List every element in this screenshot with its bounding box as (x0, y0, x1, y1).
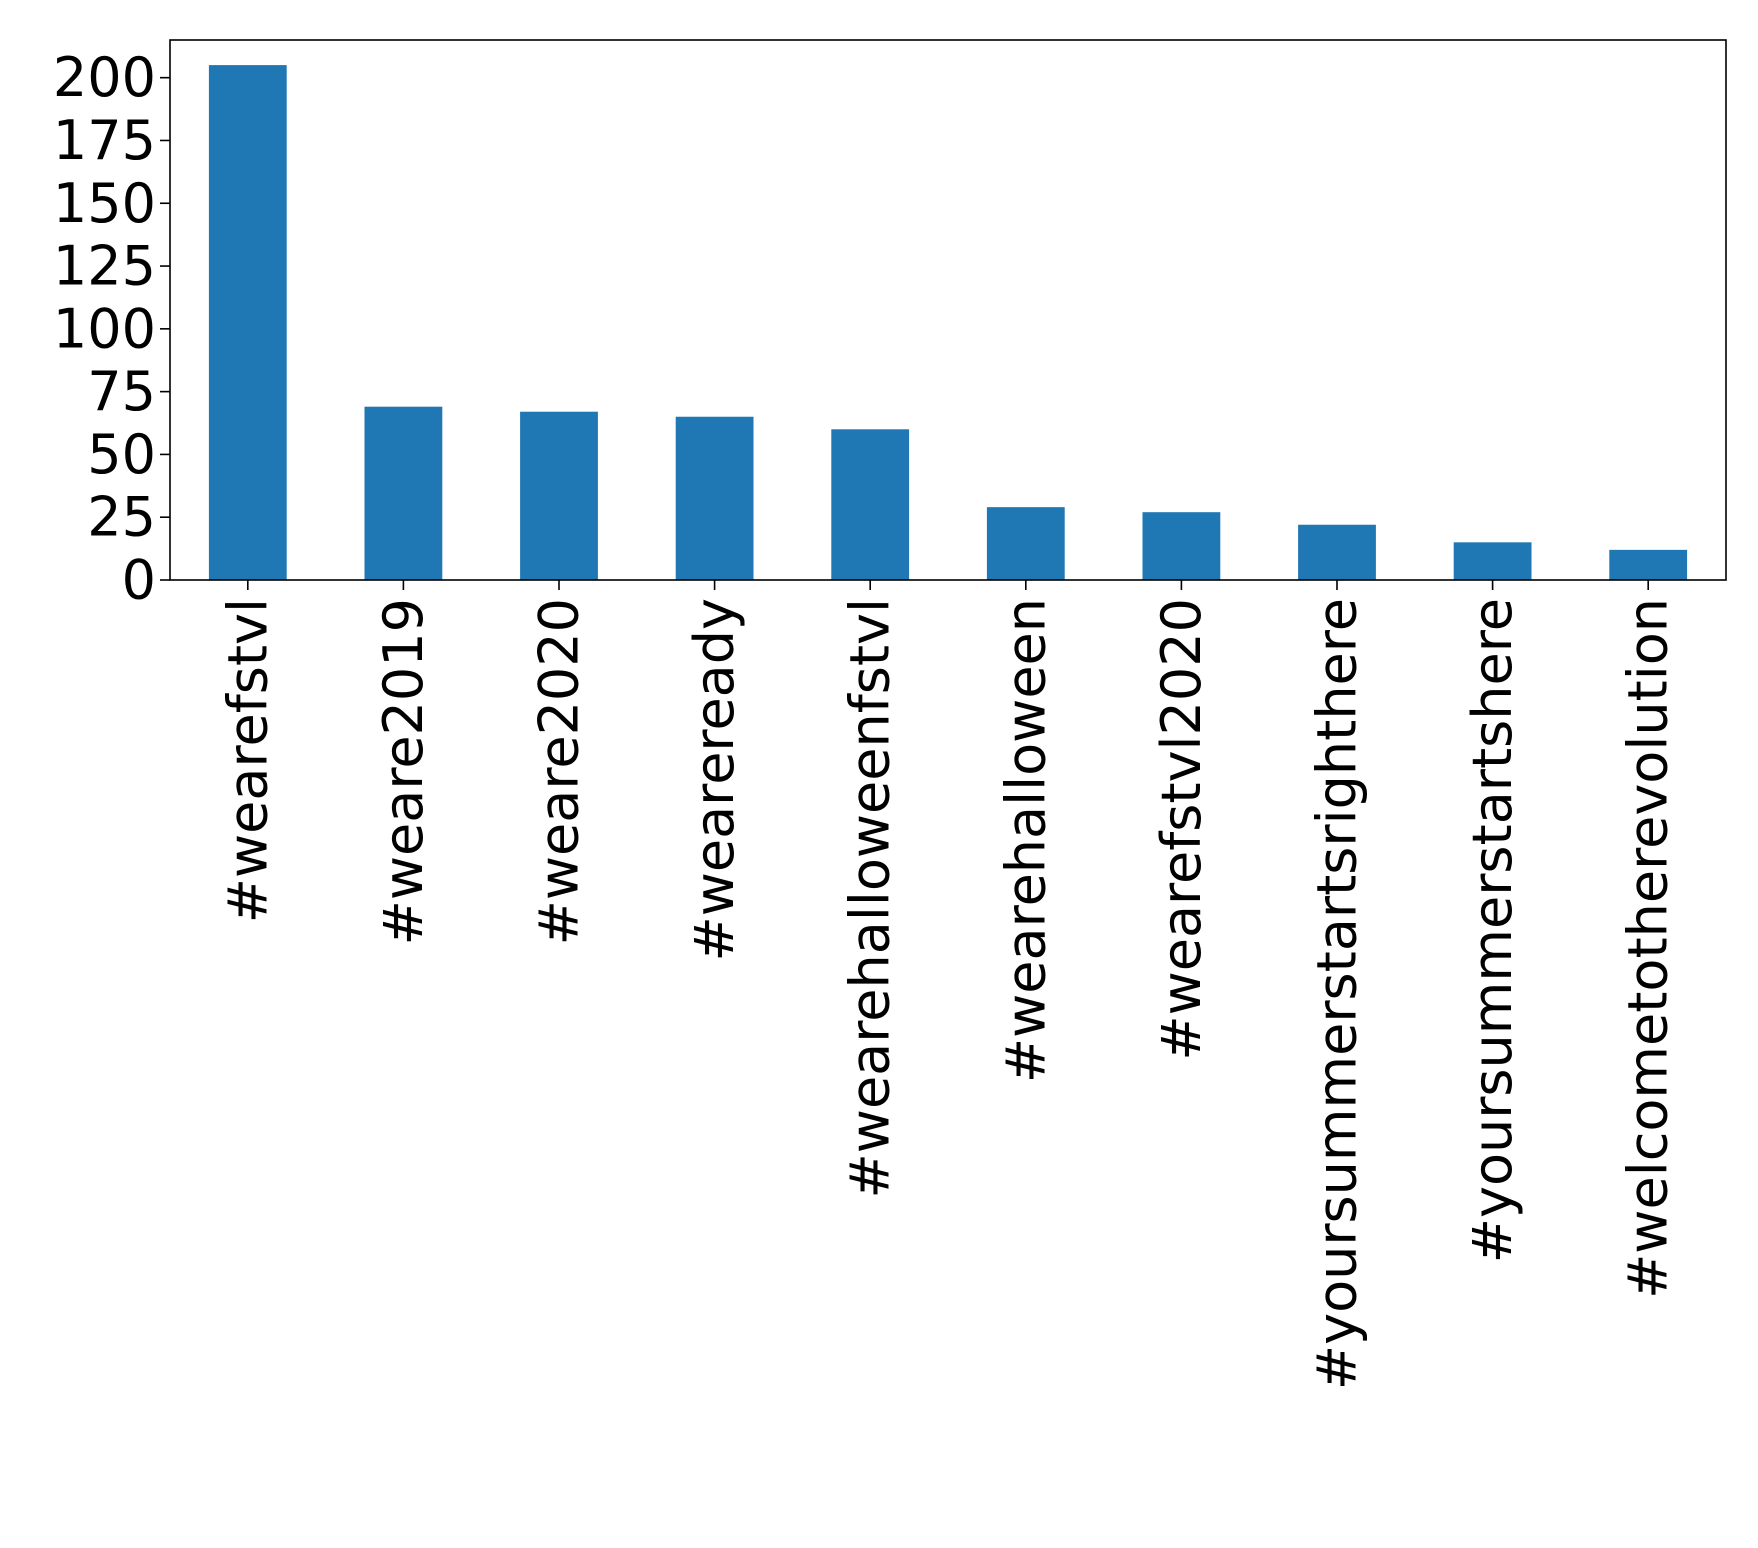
x-tick-label: #wearehalloweenfstvl (839, 598, 902, 1198)
bar-wearefstvl (208, 65, 287, 581)
y-tick-label: 150 (53, 172, 156, 235)
bar-weare2019 (364, 406, 443, 580)
y-tick-label: 50 (87, 423, 156, 486)
x-tick-label: #wearehalloween (994, 598, 1057, 1083)
x-axis: #wearefstvl #weare2019 #weare2020 #wearerea… (216, 580, 1680, 1390)
bar-yoursummerstartsrighthere (1298, 524, 1376, 580)
x-tick-label: #weare2019 (372, 598, 435, 945)
plot-frame (169, 39, 1727, 581)
x-tick-label: #welcometotherevolution (1617, 598, 1680, 1299)
y-tick-label: 100 (53, 297, 156, 360)
bar-weare2020 (520, 411, 598, 580)
bar-weareready (675, 416, 754, 580)
y-tick-label: 175 (53, 109, 156, 172)
x-tick-label: #weareready (683, 598, 746, 962)
y-tick-label: 0 (122, 549, 156, 612)
x-tick-label: #wearefstvl (216, 598, 279, 923)
y-tick-label: 25 (87, 486, 156, 549)
x-tick-label: #yoursummerstartshere (1461, 598, 1524, 1263)
bar-wearehalloween (986, 507, 1065, 580)
bar-yoursummerstartshere (1453, 542, 1532, 580)
bars-layer (208, 65, 1688, 581)
y-tick-label: 125 (53, 235, 156, 298)
x-tick-label: #weare2020 (528, 598, 591, 945)
bar-welcometotherevolution (1609, 549, 1688, 580)
y-tick-label: 75 (87, 360, 156, 423)
x-tick-label: #yoursummerstartsrighthere (1306, 598, 1369, 1390)
x-tick-label: #wearefstvl2020 (1150, 598, 1213, 1061)
bar-wearehalloweenfstvl (831, 429, 910, 580)
bar-wearefstvl2020 (1142, 512, 1221, 580)
y-tick-label: 200 (53, 46, 156, 109)
